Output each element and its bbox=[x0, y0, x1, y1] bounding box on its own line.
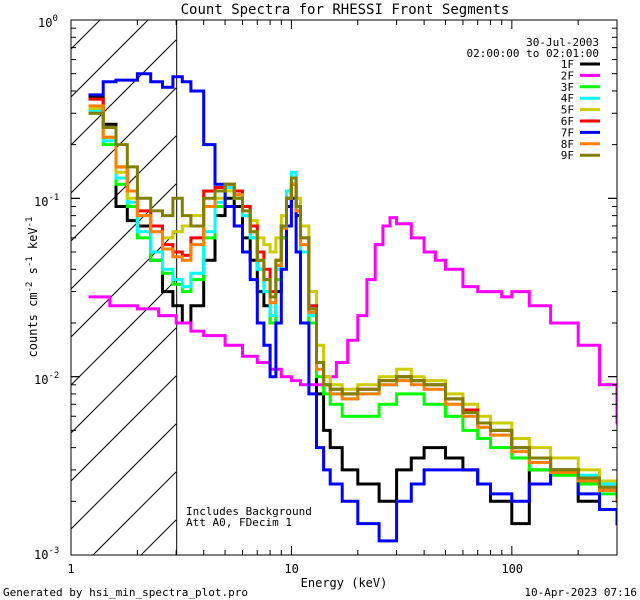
chart-title: Count Spectra for RHESSI Front Segments bbox=[181, 2, 510, 18]
hatched-region bbox=[71, 20, 178, 555]
series-1F-line bbox=[88, 95, 617, 526]
x-tick-label: 10 bbox=[284, 562, 298, 576]
legend-label-9F: 9F bbox=[561, 149, 574, 162]
x-axis-label: Energy (keV) bbox=[301, 576, 388, 590]
series-4F-line bbox=[88, 109, 617, 496]
y-tick-labels: 100 10-1 10-2 10-3 bbox=[34, 14, 59, 562]
hatch-line bbox=[71, 135, 177, 242]
hatch-line bbox=[71, 423, 177, 530]
hatch-line bbox=[71, 183, 177, 290]
hatch-line bbox=[71, 279, 177, 386]
hatch-line bbox=[71, 39, 177, 146]
hatch-line bbox=[140, 519, 177, 555]
hatch-line bbox=[71, 20, 149, 98]
hatch-line bbox=[71, 375, 177, 482]
footer-timestamp: 10-Apr-2023 07:16 bbox=[524, 586, 637, 599]
legend-time-range: 02:00:00 to 02:01:00 bbox=[467, 47, 599, 60]
legend-label-2F: 2F bbox=[561, 69, 574, 82]
series-6F-line bbox=[88, 97, 617, 499]
legend-label-3F: 3F bbox=[561, 81, 574, 94]
hatch-line bbox=[71, 20, 101, 50]
legend-label-6F: 6F bbox=[561, 115, 574, 128]
legend-label-1F: 1F bbox=[561, 58, 574, 71]
y-axis-label: counts cm-2 s-1 keV-1 bbox=[25, 217, 40, 358]
legend-label-7F: 7F bbox=[561, 126, 574, 139]
series-3F-line bbox=[88, 111, 617, 503]
plot-frame bbox=[70, 19, 618, 556]
series-9F-line bbox=[88, 111, 617, 499]
series-8F-line bbox=[88, 104, 617, 503]
footer-generated-by: Generated by hsi_min_spectra_plot.pro bbox=[3, 586, 248, 599]
legend-date: 30-Jul-2003 bbox=[526, 36, 599, 49]
legend-label-5F: 5F bbox=[561, 104, 574, 117]
y-tick-label: 10-2 bbox=[34, 371, 59, 387]
series-2F-line bbox=[88, 216, 617, 425]
y-tick-label: 10-1 bbox=[34, 193, 59, 209]
legend: 30-Jul-2003 02:00:00 to 02:01:00 1F2F3F4… bbox=[467, 36, 600, 162]
hatch-line bbox=[71, 87, 177, 194]
hatch-line bbox=[71, 231, 177, 338]
legend-label-4F: 4F bbox=[561, 92, 574, 105]
x-tick-label: 100 bbox=[501, 562, 523, 576]
x-tick-label: 1 bbox=[67, 562, 74, 576]
annotation-background: Includes Background bbox=[186, 505, 312, 518]
legend-label-8F: 8F bbox=[561, 138, 574, 151]
y-tick-label: 100 bbox=[38, 14, 58, 30]
y-tick-label: 10-3 bbox=[34, 546, 59, 562]
annotation-attenuator: Att A0, FDecim 1 bbox=[186, 516, 292, 529]
x-tick-labels: 1 10 100 bbox=[67, 562, 523, 576]
series-5F-line bbox=[88, 106, 617, 492]
hatch-line bbox=[71, 327, 177, 434]
hatch-line bbox=[92, 471, 177, 555]
